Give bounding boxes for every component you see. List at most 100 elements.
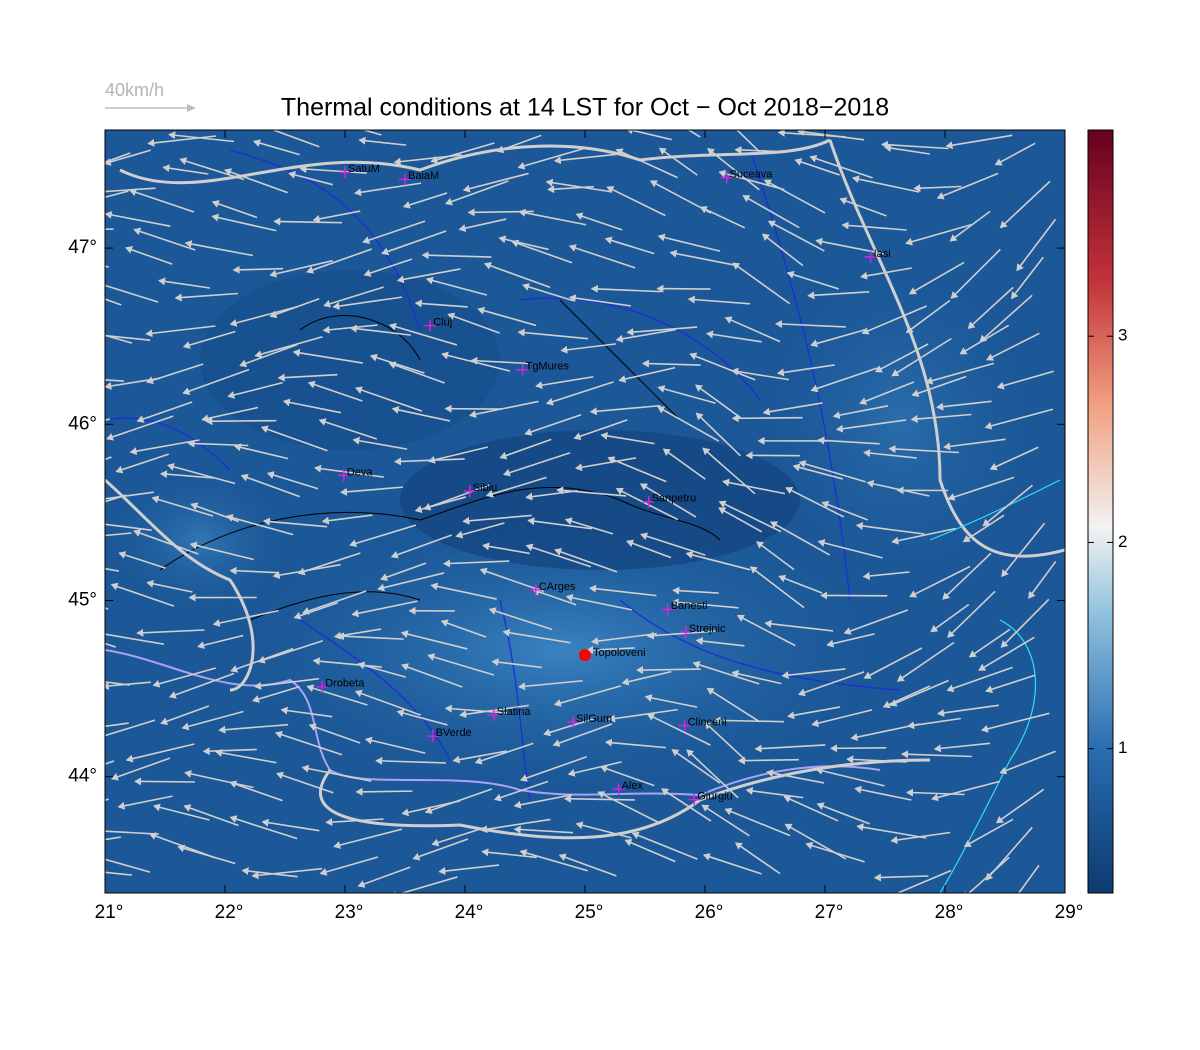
- wind-arrow: [573, 419, 628, 441]
- wind-arrow: [280, 706, 333, 718]
- wind-arrow: [778, 574, 823, 594]
- wind-arrow: [183, 804, 239, 827]
- wind-arrow: [910, 413, 972, 423]
- wind-arrow: [105, 456, 112, 461]
- wind-arrow: [257, 639, 324, 664]
- wind-arrow: [319, 856, 379, 876]
- wind-arrow: [707, 147, 760, 191]
- wind-arrow: [262, 517, 328, 528]
- wind-arrow: [488, 607, 553, 631]
- wind-arrow: [182, 330, 236, 349]
- wind-arrow: [931, 780, 1001, 802]
- wind-arrow: [986, 332, 1040, 361]
- wind-arrow: [567, 761, 622, 777]
- wind-arrow: [468, 400, 539, 419]
- wind-arrow: [151, 495, 214, 517]
- wind-arrow: [129, 188, 195, 213]
- wind-arrow: [105, 798, 109, 802]
- wind-arrow: [229, 815, 298, 840]
- city-label: Banesti: [671, 600, 708, 612]
- city-marker: [339, 166, 351, 179]
- wind-arrow: [177, 844, 236, 865]
- wind-arrow: [701, 804, 750, 837]
- wind-arrow: [621, 670, 672, 686]
- wind-arrow: [105, 228, 114, 231]
- wind-arrow: [999, 750, 1056, 775]
- wind-arrow: [568, 294, 631, 307]
- site-marker: [579, 649, 591, 662]
- wind-arrow: [732, 262, 791, 305]
- wind-arrow: [229, 305, 298, 327]
- wind-arrow: [862, 571, 910, 581]
- wind-arrow: [947, 476, 1015, 501]
- wind-arrow: [792, 463, 844, 480]
- wind-arrow: [736, 130, 761, 153]
- wind-arrow: [105, 830, 159, 835]
- colorbar-tick-label: 1: [1118, 738, 1127, 757]
- wind-arrow: [817, 436, 880, 445]
- wind-arrow: [252, 685, 300, 703]
- wind-arrow: [105, 190, 129, 199]
- wind-arrow: [424, 788, 493, 814]
- wind-arrow: [502, 451, 571, 477]
- wind-arrow: [731, 367, 790, 381]
- wind-arrow: [110, 757, 171, 781]
- wind-arrow: [770, 521, 830, 556]
- wind-arrow: [835, 419, 907, 433]
- raster-mountains: [400, 430, 800, 570]
- wind-arrow: [689, 352, 756, 381]
- wind-arrow: [377, 572, 445, 592]
- wind-arrow: [937, 704, 999, 717]
- wind-arrow: [607, 456, 667, 483]
- wind-arrow: [380, 562, 427, 581]
- wind-arrow: [273, 217, 343, 226]
- wind-arrow: [554, 548, 618, 573]
- wind-arrow: [982, 484, 1033, 527]
- wind-arrow: [227, 381, 283, 399]
- wind-arrow: [375, 756, 446, 765]
- x-tick-label: 21°: [95, 902, 124, 923]
- wind-arrow: [560, 343, 617, 354]
- city-label: Drobeta: [325, 678, 365, 690]
- wind-arrow: [224, 168, 288, 194]
- wind-arrow: [597, 791, 662, 825]
- wind-arrow: [1016, 218, 1057, 272]
- wind-arrow: [839, 197, 887, 217]
- wind-arrow: [905, 299, 951, 334]
- wind-arrow: [699, 206, 746, 229]
- wind-arrow: [232, 265, 284, 274]
- wind-arrow: [672, 586, 719, 595]
- wind-arrow: [606, 186, 666, 217]
- wind-arrow: [485, 476, 547, 498]
- wind-arrow: [325, 818, 384, 827]
- wind-arrow: [994, 142, 1036, 166]
- wind-arrow: [358, 136, 407, 146]
- wind-arrow: [105, 630, 165, 645]
- wind-arrow: [985, 674, 1036, 694]
- wind-arrow: [641, 359, 701, 368]
- wind-arrow: [905, 788, 965, 797]
- wind-arrow: [297, 552, 361, 576]
- wind-arrow: [333, 828, 403, 849]
- wind-arrow: [354, 182, 422, 197]
- wind-arrow: [202, 747, 257, 756]
- wind-arrow: [160, 705, 210, 726]
- wind-arrow: [891, 527, 956, 545]
- city-label: BaiaM: [408, 170, 439, 182]
- wind-arrow: [786, 270, 839, 290]
- wind-arrow: [308, 723, 361, 744]
- wind-arrow: [389, 322, 458, 346]
- wind-arrow: [412, 838, 469, 861]
- wind-arrow: [152, 803, 210, 821]
- wind-arrow: [745, 786, 804, 799]
- wind-arrow: [269, 259, 333, 278]
- wind-arrow: [896, 641, 955, 682]
- wind-arrow: [276, 771, 334, 794]
- cities: SatuM BaiaM Suceava Iasi Cluj TgMures Deva Sibi…: [316, 163, 891, 806]
- wind-arrow: [589, 584, 657, 597]
- wind-arrow: [477, 306, 537, 327]
- wind-arrow: [181, 710, 244, 731]
- wind-arrow: [239, 343, 298, 368]
- wind-arrow: [444, 704, 509, 714]
- wind-arrow: [556, 486, 627, 497]
